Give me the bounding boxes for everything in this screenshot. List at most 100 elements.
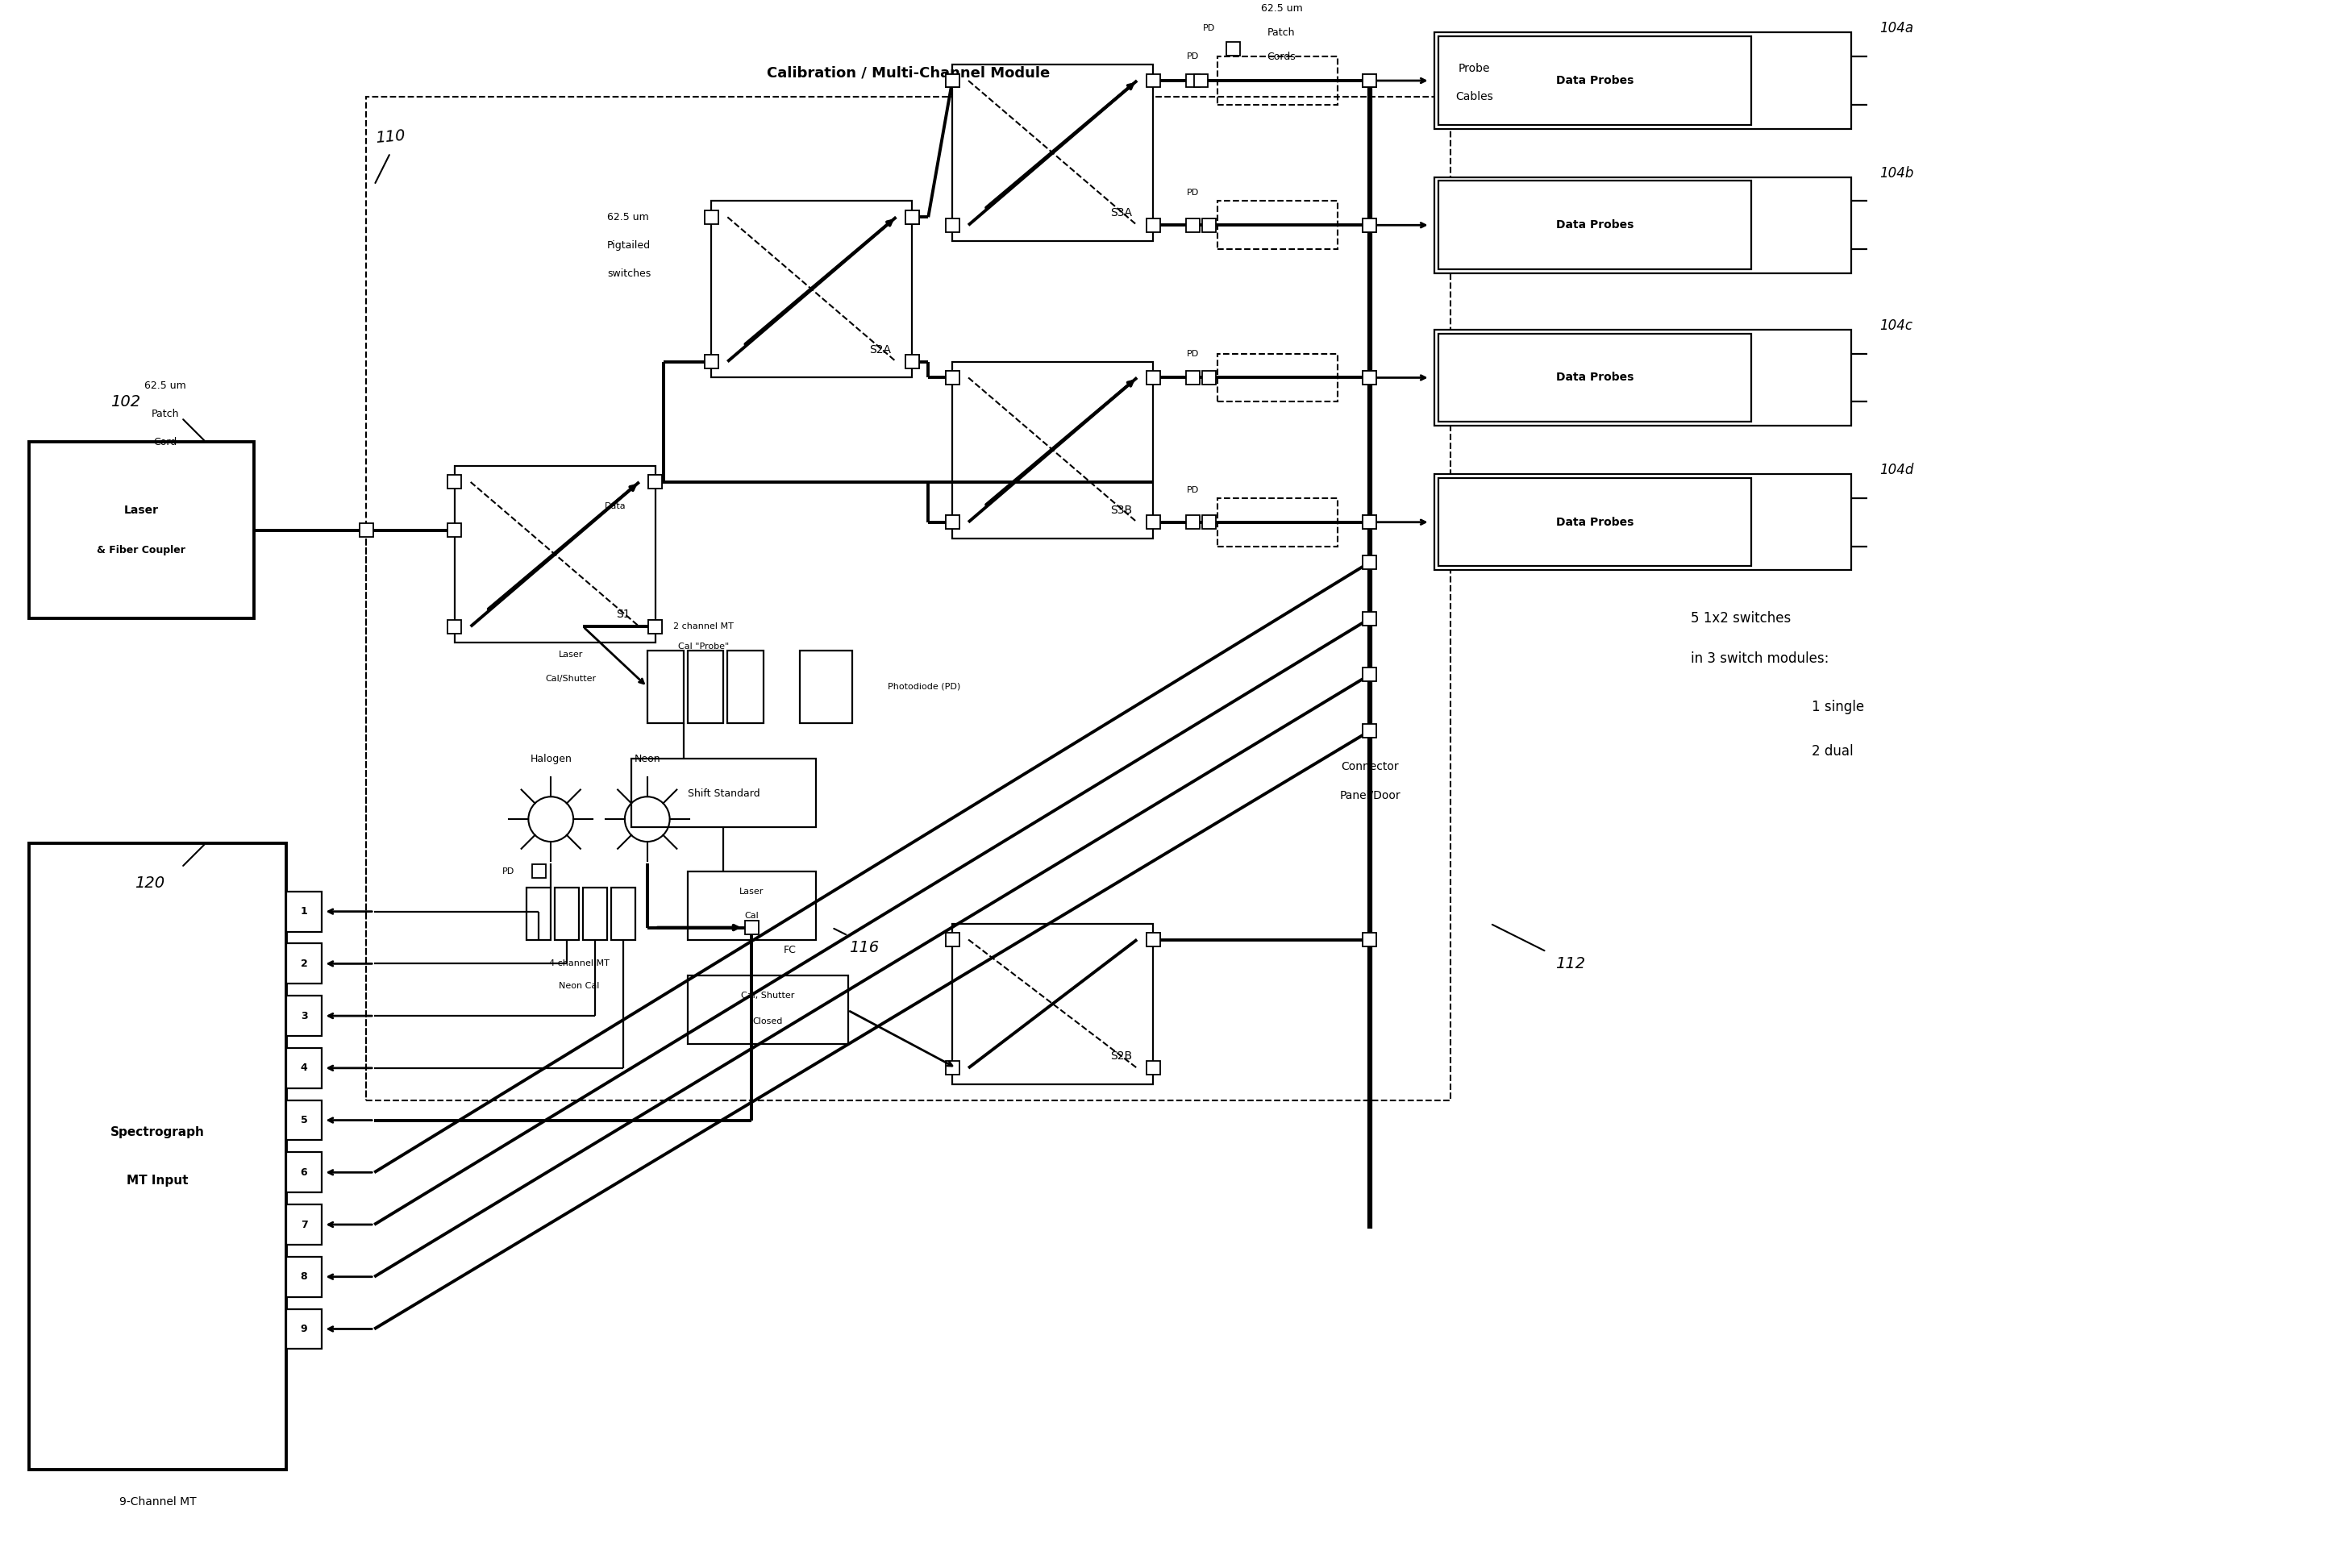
Bar [367,97,1450,1101]
Bar [1216,353,1338,401]
Bar [952,924,1153,1083]
Bar [905,210,919,224]
Text: 120: 120 [133,877,164,891]
Text: S1: S1 [615,608,629,619]
Text: Photodiode (PD): Photodiode (PD) [889,682,961,691]
Text: Halogen: Halogen [531,754,571,764]
Bar [454,466,655,643]
Bar [1146,933,1160,947]
Bar [1364,555,1378,569]
Text: 62.5 um: 62.5 um [145,381,187,390]
Bar [952,362,1153,538]
Bar [688,872,816,939]
Bar [1202,218,1216,232]
Bar [945,516,959,528]
Text: 104a: 104a [1881,22,1913,36]
Bar [285,892,323,931]
Bar [1364,724,1378,737]
Bar [727,651,763,723]
Text: 2: 2 [299,958,306,969]
Text: PD: PD [1186,350,1200,358]
Text: 5: 5 [299,1115,306,1126]
Text: 6: 6 [299,1167,306,1178]
Text: 1 single: 1 single [1810,699,1864,713]
Text: Laser: Laser [559,651,582,659]
Bar [1146,1062,1160,1076]
Bar [711,201,912,378]
Bar [1364,372,1378,384]
Text: PD: PD [1186,52,1200,61]
Bar [1364,516,1378,528]
Text: Cables: Cables [1455,91,1492,102]
Text: 2 dual: 2 dual [1810,743,1852,759]
Text: Cord: Cord [154,436,178,447]
Bar [905,354,919,368]
Bar [554,887,580,939]
Text: S2B: S2B [1111,1051,1132,1062]
Bar [704,210,718,224]
Text: Shift Standard: Shift Standard [688,789,760,798]
Bar [610,887,636,939]
Bar [285,1256,323,1297]
Text: switches: switches [608,268,650,279]
Bar [1438,36,1752,125]
Text: FC: FC [784,946,798,955]
Bar [1364,668,1378,682]
Bar [945,74,959,88]
Text: 8: 8 [299,1272,306,1283]
Text: 9: 9 [299,1323,306,1334]
Bar [285,1152,323,1193]
Bar [905,354,919,368]
Text: PD: PD [1186,486,1200,494]
Bar [285,1101,323,1140]
Bar [1364,933,1378,947]
Text: & Fiber Coupler: & Fiber Coupler [98,546,185,555]
Text: 1: 1 [299,906,306,917]
Text: Cords: Cords [1268,52,1296,61]
Text: Spectrograph: Spectrograph [110,1126,203,1138]
Bar [1195,74,1207,88]
Bar [447,524,461,536]
Bar [1186,218,1200,232]
Bar [704,354,718,368]
Text: MT Input: MT Input [126,1174,189,1187]
Bar [1434,33,1852,129]
Bar [800,651,851,723]
Bar [1186,74,1200,88]
Bar [905,210,919,224]
Text: Laser: Laser [124,505,159,516]
Bar [285,1309,323,1348]
Bar [704,354,718,368]
Text: Data Probes: Data Probes [1555,220,1633,230]
Bar [1202,372,1216,384]
Text: 3: 3 [299,1011,306,1021]
Text: Cal/Shutter: Cal/Shutter [545,674,596,682]
Text: Patch: Patch [152,409,180,419]
Text: 2 channel MT: 2 channel MT [674,622,734,630]
Text: Pigtailed: Pigtailed [608,240,650,251]
Text: Connector: Connector [1340,762,1399,773]
Bar [360,524,372,536]
Bar [1364,74,1378,88]
Bar [1434,474,1852,571]
Bar [1364,612,1378,626]
Bar [582,887,608,939]
Bar [945,372,959,384]
Bar [688,651,723,723]
Bar [1146,372,1160,384]
Bar [648,619,662,633]
Text: Data Probes: Data Probes [1555,372,1633,383]
Bar [648,619,662,633]
Text: Neon: Neon [634,754,660,764]
Bar [1146,74,1160,88]
Bar [28,844,285,1469]
Text: Patch: Patch [1268,27,1296,38]
Bar [1226,42,1240,55]
Text: 5 1x2 switches: 5 1x2 switches [1691,612,1792,626]
Text: Neon Cal: Neon Cal [559,982,599,991]
Text: 4: 4 [299,1063,306,1073]
Bar [648,475,662,489]
Text: Closed: Closed [753,1018,784,1025]
Text: Panel/Door: Panel/Door [1340,789,1401,801]
Text: Data Probes: Data Probes [1555,75,1633,86]
